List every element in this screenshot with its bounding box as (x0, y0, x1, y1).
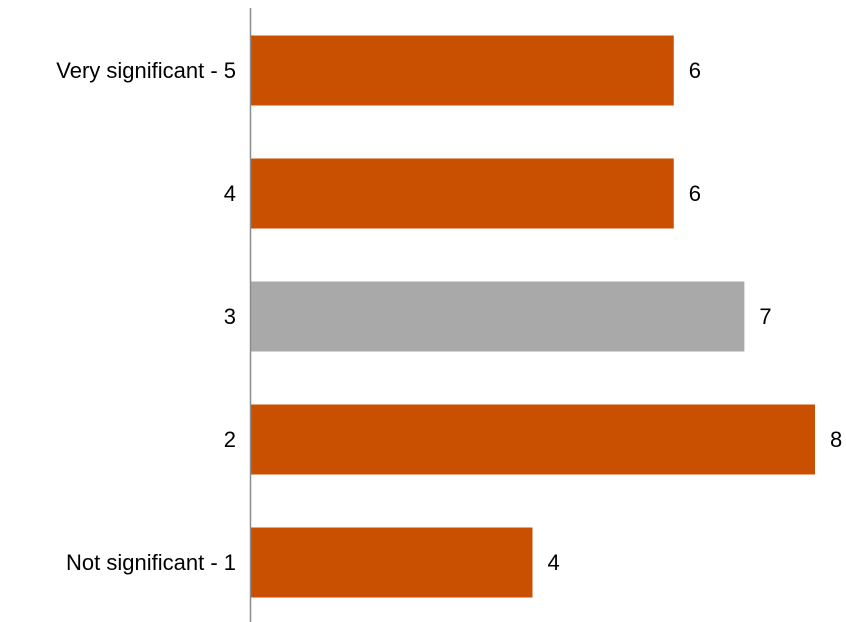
bar-5 (250, 527, 533, 598)
labels-group: Very significant - 5 6 4 6 3 7 2 8 Not significa… (56, 58, 842, 575)
category-label-3: 3 (224, 304, 236, 329)
value-label-3: 7 (759, 304, 771, 329)
category-label-2: 4 (224, 181, 236, 206)
value-label-2: 6 (689, 181, 701, 206)
bar-2 (250, 158, 674, 229)
bars-group (250, 35, 815, 598)
bar-3 (250, 281, 745, 352)
category-label-4: 2 (224, 427, 236, 452)
category-label-5: Not significant - 1 (66, 550, 236, 575)
value-label-5: 4 (548, 550, 560, 575)
value-label-4: 8 (830, 427, 842, 452)
bar-4 (250, 404, 815, 475)
value-label-1: 6 (689, 58, 701, 83)
category-label-1: Very significant - 5 (56, 58, 236, 83)
bar-1 (250, 35, 674, 106)
